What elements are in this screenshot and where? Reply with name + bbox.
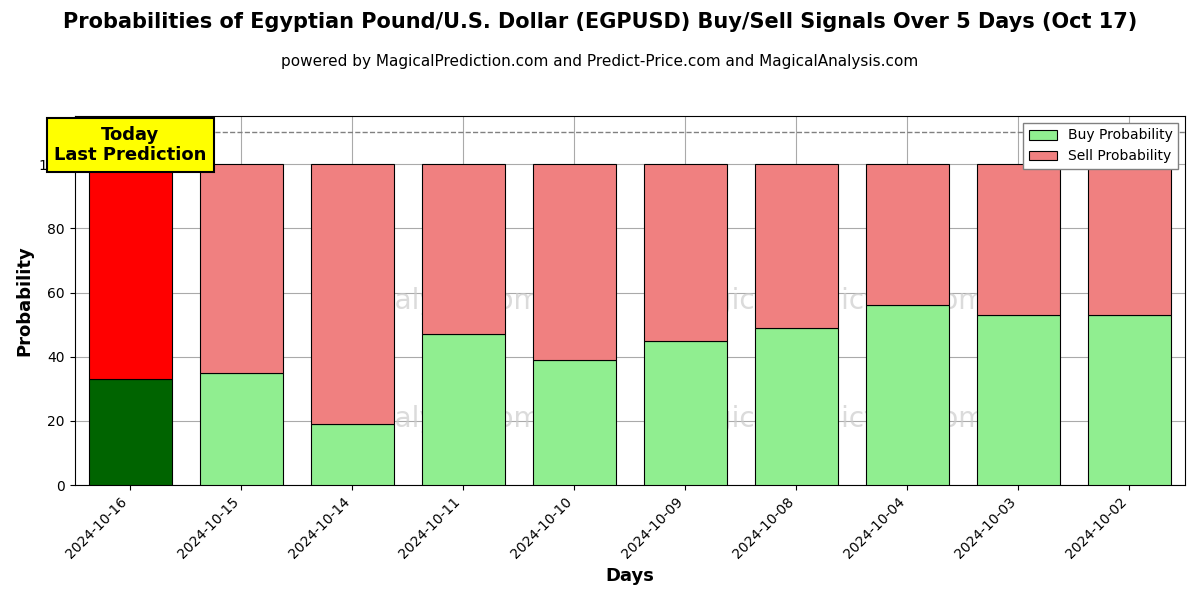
Bar	[977, 315, 1060, 485]
Bar	[89, 164, 172, 379]
Text: powered by MagicalPrediction.com and Predict-Price.com and MagicalAnalysis.com: powered by MagicalPrediction.com and Pre…	[281, 54, 919, 69]
Text: Probabilities of Egyptian Pound/U.S. Dollar (EGPUSD) Buy/Sell Signals Over 5 Day: Probabilities of Egyptian Pound/U.S. Dol…	[62, 12, 1138, 32]
Y-axis label: Probability: Probability	[16, 245, 34, 356]
Bar	[755, 164, 838, 328]
Bar	[199, 164, 283, 373]
Bar	[1088, 164, 1171, 315]
Bar	[311, 424, 394, 485]
X-axis label: Days: Days	[605, 567, 654, 585]
Bar	[865, 164, 949, 305]
Bar	[865, 305, 949, 485]
Text: MagicalPrediction.com: MagicalPrediction.com	[673, 287, 986, 314]
Bar	[533, 164, 616, 360]
Text: calAnalysis.com: calAnalysis.com	[319, 287, 541, 314]
Bar	[755, 328, 838, 485]
Legend: Buy Probability, Sell Probability: Buy Probability, Sell Probability	[1024, 123, 1178, 169]
Bar	[643, 341, 727, 485]
Bar	[199, 373, 283, 485]
Bar	[311, 164, 394, 424]
Text: MagicalPrediction.com: MagicalPrediction.com	[673, 405, 986, 433]
Bar	[643, 164, 727, 341]
Bar	[533, 360, 616, 485]
Bar	[89, 379, 172, 485]
Text: Today
Last Prediction: Today Last Prediction	[54, 125, 206, 164]
Bar	[977, 164, 1060, 315]
Bar	[1088, 315, 1171, 485]
Text: calAnalysis.com: calAnalysis.com	[319, 405, 541, 433]
Bar	[421, 334, 505, 485]
Bar	[421, 164, 505, 334]
